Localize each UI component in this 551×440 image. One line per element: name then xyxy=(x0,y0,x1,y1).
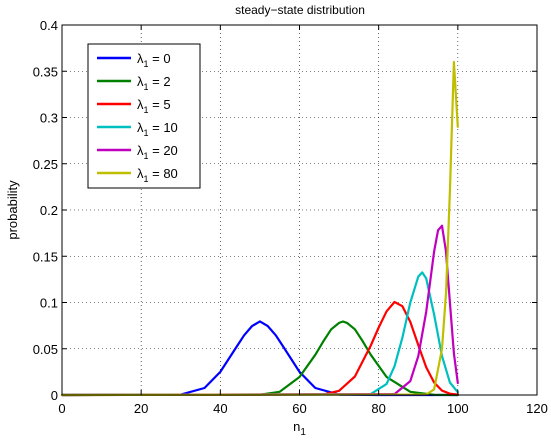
legend-label-prefix: λ xyxy=(137,97,144,112)
y-tick-label: 0.05 xyxy=(33,342,58,357)
series-line-4 xyxy=(60,224,459,397)
x-tick-label: 0 xyxy=(58,401,65,416)
x-tick-label: 100 xyxy=(447,401,469,416)
series-line-0 xyxy=(60,320,459,397)
series-layer xyxy=(60,60,459,397)
y-tick-label: 0.2 xyxy=(40,203,58,218)
x-tick-label: 80 xyxy=(371,401,385,416)
y-tick-label: 0.4 xyxy=(40,18,58,33)
y-tick-label: 0.1 xyxy=(40,296,58,311)
grid-lines xyxy=(62,25,537,395)
legend-box xyxy=(87,43,201,189)
legend-label-suffix: = 2 xyxy=(149,74,171,89)
legend-label-suffix: = 80 xyxy=(149,166,178,181)
legend-label-1: λ1 = 2 xyxy=(137,74,171,92)
legend-label-sub: 1 xyxy=(144,105,149,115)
legend-label-suffix: = 0 xyxy=(149,51,171,66)
legend-label-4: λ1 = 20 xyxy=(137,143,178,161)
legend-label-sub: 1 xyxy=(144,82,149,92)
legend-label-prefix: λ xyxy=(137,51,144,66)
x-tick-label: 20 xyxy=(134,401,148,416)
legend-label-sub: 1 xyxy=(144,174,149,184)
series-line-3 xyxy=(60,271,459,397)
series-line-2 xyxy=(60,300,459,397)
x-axis-title-sub: 1 xyxy=(300,427,306,438)
y-tick-label: 0.25 xyxy=(33,157,58,172)
y-axis-title: probability xyxy=(5,180,20,240)
x-tick-label: 60 xyxy=(292,401,306,416)
series-line-5 xyxy=(60,60,459,397)
x-axis-title: n1 xyxy=(293,419,306,438)
legend-label-suffix: = 5 xyxy=(149,97,171,112)
legend-label-prefix: λ xyxy=(137,143,144,158)
legend-label-prefix: λ xyxy=(137,74,144,89)
legend-label-sub: 1 xyxy=(144,59,149,69)
legend-label-sub: 1 xyxy=(144,128,149,138)
y-tick-label: 0.35 xyxy=(33,64,58,79)
x-tick-label: 40 xyxy=(213,401,227,416)
legend-label-5: λ1 = 80 xyxy=(137,166,178,184)
y-tick-label: 0.3 xyxy=(40,111,58,126)
x-axis-title-main: n xyxy=(293,419,300,434)
y-tick-label: 0 xyxy=(51,388,58,403)
series-line-1 xyxy=(60,320,459,397)
legend-label-0: λ1 = 0 xyxy=(137,51,171,69)
legend-label-2: λ1 = 5 xyxy=(137,97,171,115)
legend-label-suffix: = 10 xyxy=(149,120,178,135)
y-tick-label: 0.15 xyxy=(33,249,58,264)
legend-label-sub: 1 xyxy=(144,151,149,161)
legend-label-3: λ1 = 10 xyxy=(137,120,178,138)
chart-title: steady−state distribution xyxy=(235,3,365,17)
legend-label-suffix: = 20 xyxy=(149,143,178,158)
axis-ticks: 0 20 40 60 80 100 120 0 0.05 0.1 0.15 0.2 0.25 0.3 0.3… xyxy=(33,18,548,416)
legend-label-prefix: λ xyxy=(137,120,144,135)
x-tick-label: 120 xyxy=(526,401,548,416)
legend-label-prefix: λ xyxy=(137,166,144,181)
